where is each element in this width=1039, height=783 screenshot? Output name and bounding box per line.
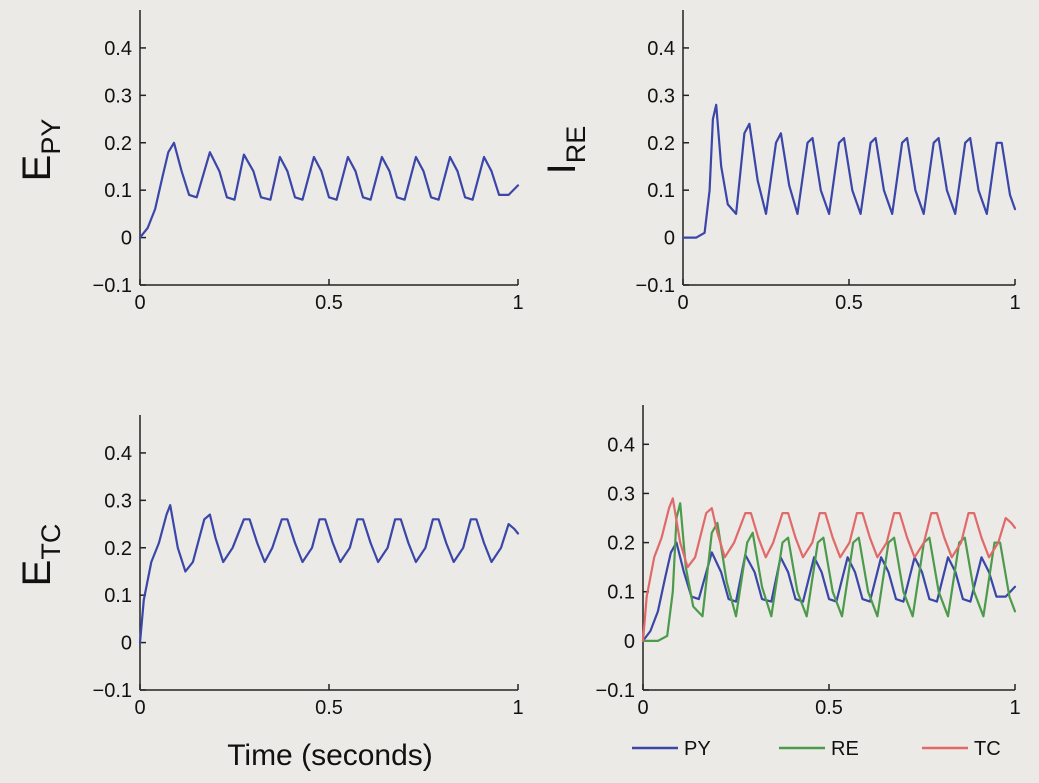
x-tick-label: 0 bbox=[677, 292, 688, 314]
y-tick-label: 0.4 bbox=[647, 38, 675, 60]
y-tick-label: 0.2 bbox=[104, 538, 132, 560]
y-axis-label-subscript: RE bbox=[561, 126, 591, 164]
x-tick-label: 1 bbox=[512, 697, 523, 719]
y-tick-label: 0.3 bbox=[104, 490, 132, 512]
legend: PY RE TC bbox=[632, 738, 1001, 760]
x-tick-label: 0.5 bbox=[315, 697, 343, 719]
y-tick-label: 0.4 bbox=[607, 434, 635, 456]
y-tick-label: 0.4 bbox=[104, 443, 132, 465]
y-tick-label: 0.2 bbox=[607, 533, 635, 555]
y-axis-label-main: I bbox=[540, 163, 584, 174]
y-tick-label: 0.2 bbox=[647, 133, 675, 155]
y-tick-label: 0.1 bbox=[607, 582, 635, 604]
y-axis-label: ETC bbox=[15, 524, 66, 587]
series-line-py bbox=[138, 141, 520, 239]
series-line-py bbox=[641, 541, 1017, 643]
y-tick-label: 0 bbox=[624, 631, 635, 653]
x-tick-label: 0.5 bbox=[315, 292, 343, 314]
y-axis-label-subscript: TC bbox=[36, 524, 66, 560]
x-tick-label: 0 bbox=[637, 697, 648, 719]
y-tick-label: 0.2 bbox=[104, 133, 132, 155]
legend-label-py: PY bbox=[684, 738, 711, 760]
series-line-py bbox=[681, 103, 1017, 239]
y-tick-label: 0.3 bbox=[104, 85, 132, 107]
subplot-4: −0.100.10.20.30.40 0.5 1 bbox=[596, 405, 1021, 719]
y-tick-label: 0.3 bbox=[607, 483, 635, 505]
y-tick-label: −0.1 bbox=[636, 275, 675, 297]
y-axis-label: IRE bbox=[540, 126, 591, 175]
y-axis-label-main: E bbox=[15, 560, 59, 587]
legend-label-tc: TC bbox=[974, 738, 1001, 760]
x-tick-label: 1 bbox=[512, 292, 523, 314]
series-line-py bbox=[138, 504, 520, 644]
x-tick-label: 0.5 bbox=[835, 292, 863, 314]
y-tick-label: −0.1 bbox=[93, 275, 132, 297]
y-axis-label: EPY bbox=[15, 119, 66, 182]
y-axis-label-subscript: PY bbox=[36, 119, 66, 155]
y-tick-label: 0.3 bbox=[647, 85, 675, 107]
x-tick-label: 1 bbox=[1009, 697, 1020, 719]
x-tick-label: 0 bbox=[134, 292, 145, 314]
subplot-grid: −0.100.10.20.30.40 0.5 1EPY−0.100.10.20.30… bbox=[15, 10, 1021, 719]
y-tick-label: −0.1 bbox=[93, 680, 132, 702]
y-tick-label: 0.1 bbox=[104, 180, 132, 202]
legend-label-re: RE bbox=[831, 738, 859, 760]
x-tick-label: 1 bbox=[1009, 292, 1020, 314]
y-tick-label: 0.4 bbox=[104, 38, 132, 60]
y-tick-label: −0.1 bbox=[596, 680, 635, 702]
y-axis-label-main: E bbox=[15, 155, 59, 182]
series-line-tc bbox=[641, 497, 1017, 643]
y-tick-label: 0 bbox=[121, 228, 132, 250]
y-tick-label: 0 bbox=[121, 633, 132, 655]
y-tick-label: 0.1 bbox=[104, 585, 132, 607]
series-line-re bbox=[641, 502, 1017, 643]
x-axis-label: Time (seconds) bbox=[227, 739, 433, 772]
x-tick-label: 0.5 bbox=[815, 697, 843, 719]
y-tick-label: 0.1 bbox=[647, 180, 675, 202]
x-tick-label: 0 bbox=[134, 697, 145, 719]
y-tick-label: 0 bbox=[664, 228, 675, 250]
